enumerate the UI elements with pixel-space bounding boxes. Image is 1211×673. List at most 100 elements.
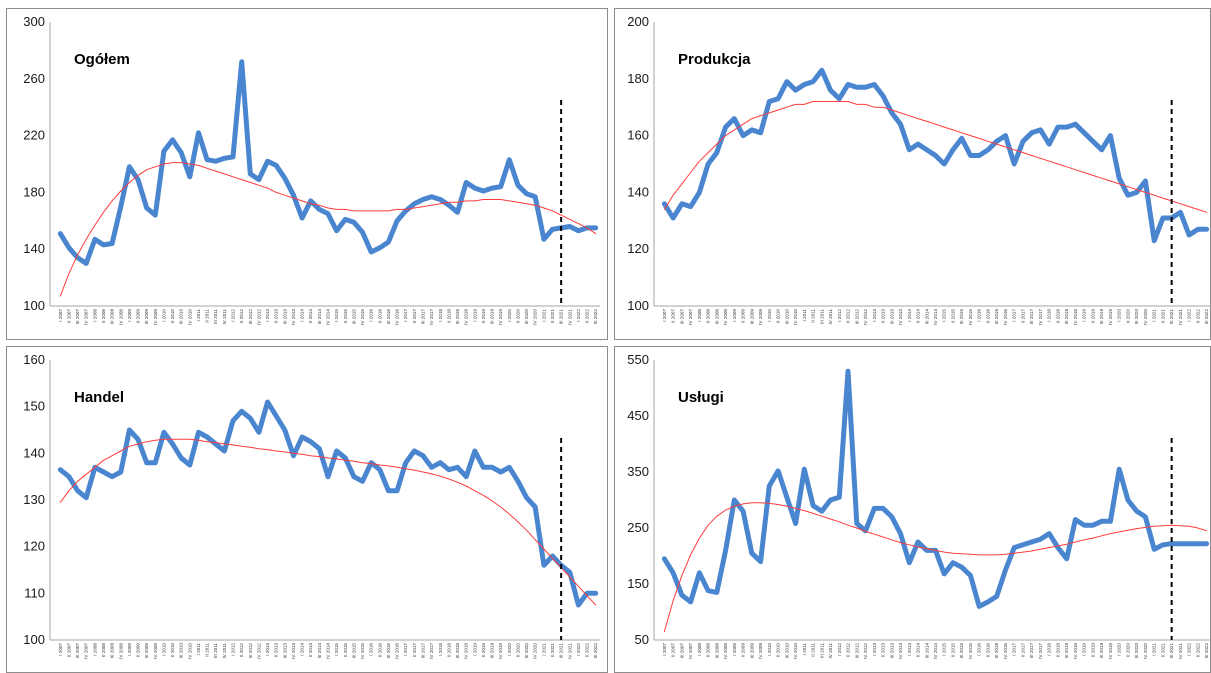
x-tick-label: IV 2019 bbox=[1108, 309, 1113, 325]
x-tick-label: II 2017 bbox=[1020, 643, 1025, 657]
x-tick-label: III 2014 bbox=[924, 309, 929, 325]
x-tick-label: II 2022 bbox=[585, 643, 590, 657]
x-tick-label: IV 2015 bbox=[360, 643, 365, 659]
y-tick-label: 550 bbox=[627, 352, 649, 367]
x-tick-label: III 2010 bbox=[179, 309, 184, 325]
trend-line bbox=[59, 162, 597, 297]
y-tick-label: 180 bbox=[627, 71, 649, 86]
x-tick-label: I 2012 bbox=[231, 643, 236, 656]
x-tick-label: II 2007 bbox=[66, 309, 71, 323]
x-tick-label: II 2011 bbox=[811, 643, 816, 657]
x-tick-label: III 2019 bbox=[1099, 643, 1104, 659]
y-tick-label: 160 bbox=[627, 128, 649, 143]
x-tick-label: IV 2011 bbox=[222, 309, 227, 325]
y-tick-label: 220 bbox=[23, 128, 45, 143]
x-tick-label: II 2010 bbox=[776, 309, 781, 323]
x-tick-label: II 2017 bbox=[412, 309, 417, 323]
x-tick-label: III 2015 bbox=[351, 643, 356, 659]
y-tick-label: 150 bbox=[23, 399, 45, 414]
trend-line bbox=[663, 101, 1208, 213]
x-tick-label: I 2015 bbox=[334, 643, 339, 656]
x-tick-label: I 2010 bbox=[767, 643, 772, 656]
x-tick-label: II 2011 bbox=[811, 309, 816, 323]
x-tick-label: II 2018 bbox=[1055, 309, 1060, 323]
x-tick-label: III 2011 bbox=[819, 643, 824, 658]
x-tick-label: I 2020 bbox=[1117, 643, 1122, 656]
x-tick-label: IV 2016 bbox=[395, 309, 400, 325]
y-tick-label: 140 bbox=[627, 184, 649, 199]
y-tick-label: 260 bbox=[23, 71, 45, 86]
x-tick-label: I 2011 bbox=[802, 309, 807, 322]
x-tick-label: III 2012 bbox=[248, 643, 253, 659]
x-tick-label: III 2009 bbox=[144, 643, 149, 659]
x-tick-label: I 2022 bbox=[576, 643, 581, 656]
x-tick-label: IV 2014 bbox=[933, 643, 938, 659]
x-tick-label: III 2009 bbox=[749, 643, 754, 659]
x-tick-label: IV 2008 bbox=[118, 643, 123, 659]
x-tick-label: III 2018 bbox=[455, 309, 460, 325]
x-tick-label: I 2017 bbox=[1012, 309, 1017, 322]
chart-svg-ogolem: 100 140 180 220 260 300 I 2007 II 2007 III 2007 I… bbox=[6, 8, 608, 340]
x-tick-label: I 2012 bbox=[837, 309, 842, 322]
y-tick-label: 100 bbox=[23, 298, 45, 313]
x-tick-label: II 2014 bbox=[308, 309, 313, 323]
x-tick-label: IV 2018 bbox=[1073, 643, 1078, 659]
x-tick-label: IV 2020 bbox=[533, 643, 538, 659]
x-tick-label: I 2021 bbox=[541, 309, 546, 322]
x-tick-label: III 2007 bbox=[679, 309, 684, 325]
x-tick-label: I 2015 bbox=[334, 309, 339, 322]
x-tick-label: II 2012 bbox=[239, 643, 244, 657]
x-tick-label: II 2021 bbox=[1160, 309, 1165, 323]
x-tick-label: III 2015 bbox=[959, 309, 964, 325]
x-tick-label: I 2015 bbox=[942, 643, 947, 656]
x-tick-label: IV 2017 bbox=[1038, 643, 1043, 659]
x-tick-label: IV 2009 bbox=[153, 643, 158, 659]
x-tick-label: III 2018 bbox=[1064, 309, 1069, 325]
x-tick-label: I 2007 bbox=[58, 643, 63, 656]
x-tick-label: II 2014 bbox=[308, 643, 313, 657]
x-tick-label: IV 2011 bbox=[828, 643, 833, 659]
x-tick-label: III 2008 bbox=[714, 643, 719, 659]
x-tick-label: III 2013 bbox=[889, 309, 894, 325]
x-tick-label: IV 2012 bbox=[863, 643, 868, 659]
x-tick-label: II 2008 bbox=[101, 643, 106, 657]
x-tick-label: I 2014 bbox=[300, 309, 305, 322]
x-tick-label: IV 2017 bbox=[1038, 309, 1043, 325]
x-tick-label: IV 2021 bbox=[1178, 643, 1183, 659]
x-tick-label: I 2016 bbox=[369, 309, 374, 322]
x-tick-label: II 2012 bbox=[239, 309, 244, 323]
x-tick-label: III 2020 bbox=[524, 643, 529, 659]
x-tick-label: II 2008 bbox=[706, 309, 711, 323]
x-tick-label: IV 2021 bbox=[567, 309, 572, 325]
x-tick-label: IV 2016 bbox=[1003, 309, 1008, 325]
x-tick-label: IV 2007 bbox=[688, 309, 693, 325]
x-tick-label: I 2018 bbox=[1047, 309, 1052, 322]
x-tick-label: II 2018 bbox=[446, 643, 451, 657]
x-tick-label: I 2019 bbox=[1082, 309, 1087, 322]
trend-line bbox=[663, 502, 1208, 633]
x-tick-label: II 2017 bbox=[1020, 309, 1025, 323]
x-tick-label: IV 2012 bbox=[256, 309, 261, 325]
y-tick-label: 200 bbox=[627, 14, 649, 29]
x-tick-label: III 2016 bbox=[994, 643, 999, 659]
x-tick-label: II 2021 bbox=[550, 643, 555, 657]
x-tick-label: I 2008 bbox=[92, 309, 97, 322]
x-tick-label: III 2015 bbox=[351, 309, 356, 325]
x-tick-label: IV 2008 bbox=[118, 309, 123, 325]
x-tick-label: I 2021 bbox=[541, 643, 546, 656]
x-tick-label: II 2014 bbox=[916, 309, 921, 323]
y-tick-label: 140 bbox=[23, 445, 45, 460]
x-tick-label: IV 2021 bbox=[1178, 309, 1183, 325]
x-tick-label: IV 2015 bbox=[968, 309, 973, 325]
x-tick-label: III 2013 bbox=[889, 643, 894, 659]
x-tick-label: I 2008 bbox=[697, 309, 702, 322]
x-tick-label: II 2012 bbox=[846, 309, 851, 323]
x-tick-label: II 2010 bbox=[170, 309, 175, 323]
x-tick-label: IV 2014 bbox=[326, 309, 331, 325]
x-tick-label: IV 2017 bbox=[429, 643, 434, 659]
x-tick-label: II 2019 bbox=[1090, 309, 1095, 323]
x-tick-label: I 2012 bbox=[231, 309, 236, 322]
x-tick-label: III 2017 bbox=[1029, 643, 1034, 659]
x-tick-label: I 2022 bbox=[1187, 643, 1192, 656]
x-tick-label: IV 2018 bbox=[464, 309, 469, 325]
